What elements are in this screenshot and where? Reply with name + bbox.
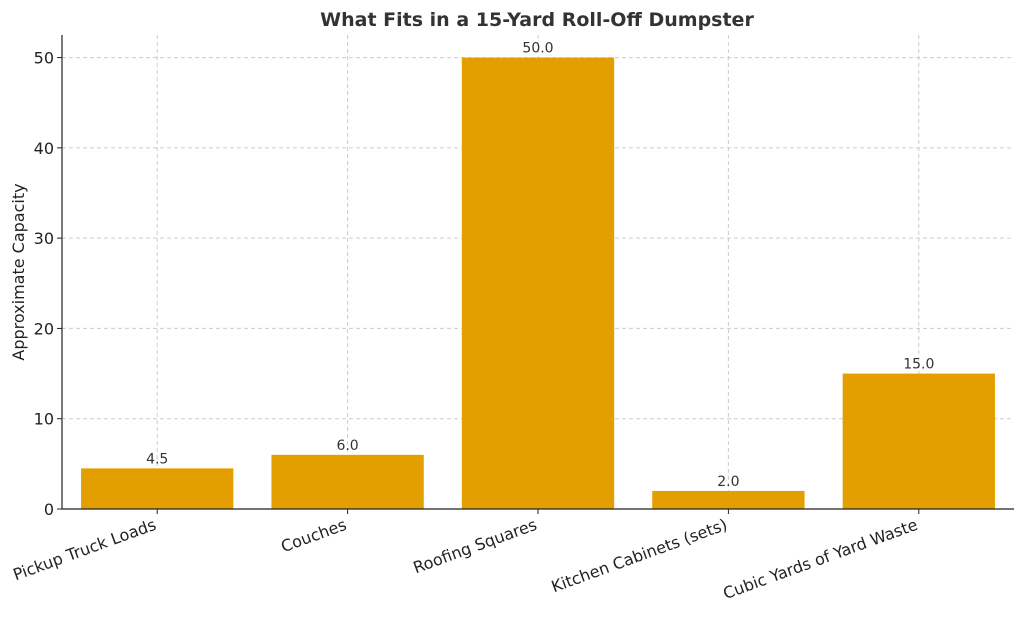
x-tick-label: Roofing Squares (411, 515, 540, 577)
x-tick-label: Kitchen Cabinets (sets) (549, 515, 730, 596)
bar (461, 57, 615, 509)
y-axis-ticks: 0 10 20 30 40 50 (34, 49, 62, 519)
bar (842, 373, 995, 509)
y-tick-label: 10 (34, 410, 54, 429)
x-tick-label: Couches (278, 515, 349, 556)
bar (652, 490, 805, 509)
y-tick-label: 30 (34, 229, 54, 248)
data-label: 50.0 (522, 41, 553, 57)
data-label: 4.5 (146, 451, 168, 467)
chart-title: What Fits in a 15-Yard Roll-Off Dumpster (320, 9, 754, 31)
x-tick-label: Pickup Truck Loads (10, 515, 158, 584)
data-label: 2.0 (717, 474, 739, 490)
x-tick-label: Cubic Yards of Yard Waste (721, 515, 921, 603)
data-label: 15.0 (903, 357, 934, 373)
data-label: 6.0 (336, 438, 358, 454)
data-labels: 4.5 6.0 50.0 2.0 15.0 (146, 41, 934, 490)
y-tick-label: 0 (44, 500, 54, 519)
bars (81, 57, 995, 509)
y-tick-label: 40 (34, 139, 54, 158)
bar (81, 468, 234, 509)
x-axis-ticks: Pickup Truck Loads Couches Roofing Squares… (10, 509, 920, 603)
bar (271, 454, 424, 509)
y-axis-label: Approximate Capacity (9, 183, 28, 360)
y-tick-label: 50 (34, 49, 54, 68)
y-tick-label: 20 (34, 319, 54, 338)
